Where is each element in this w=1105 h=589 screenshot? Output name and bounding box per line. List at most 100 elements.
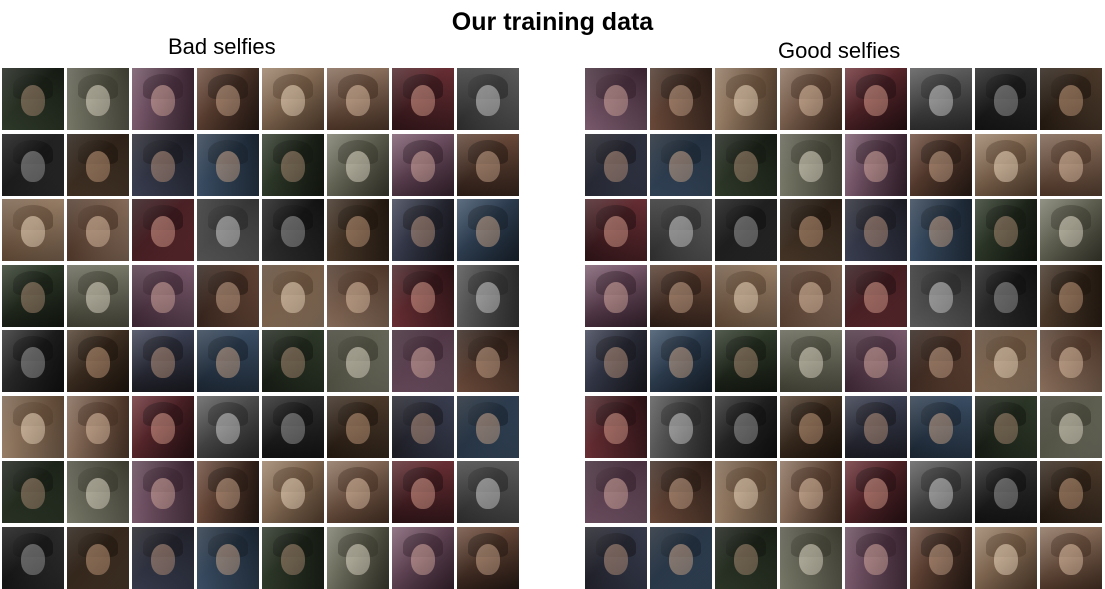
selfie-photo (975, 133, 1037, 196)
selfie-photo (650, 526, 712, 589)
selfie-photo (845, 199, 907, 261)
selfie-photo (910, 395, 972, 458)
selfie-photo (650, 395, 712, 458)
selfie-photo (1040, 264, 1102, 327)
selfie-photo (975, 264, 1037, 327)
selfie-photo (845, 395, 907, 458)
selfie-photo (132, 461, 194, 523)
selfie-photo (327, 199, 389, 261)
selfie-photo (327, 526, 389, 589)
selfie-photo (197, 199, 259, 261)
selfie-photo (457, 395, 519, 458)
selfie-photo (845, 133, 907, 196)
selfie-photo (67, 133, 129, 196)
selfie-photo (780, 395, 842, 458)
selfie-photo (457, 264, 519, 327)
selfie-photo (585, 526, 647, 589)
selfie-photo (1040, 330, 1102, 392)
selfie-photo (845, 461, 907, 523)
good-selfies-heading: Good selfies (778, 38, 901, 63)
selfie-photo (392, 526, 454, 589)
selfie-photo (262, 461, 324, 523)
selfie-photo (585, 330, 647, 392)
selfie-photo (262, 526, 324, 589)
selfie-photo (780, 133, 842, 196)
selfie-photo (197, 395, 259, 458)
selfie-photo (715, 199, 777, 261)
selfie-photo (585, 395, 647, 458)
selfie-photo (910, 133, 972, 196)
selfie-photo (262, 395, 324, 458)
selfie-photo (197, 526, 259, 589)
selfie-photo (392, 199, 454, 261)
selfie-photo (975, 68, 1037, 130)
selfie-photo (327, 395, 389, 458)
selfie-photo (715, 133, 777, 196)
selfie-photo (262, 330, 324, 392)
selfie-photo (1040, 199, 1102, 261)
selfie-photo (132, 133, 194, 196)
selfie-photo (2, 199, 64, 261)
selfie-photo (262, 264, 324, 327)
selfie-photo (67, 330, 129, 392)
selfie-photo (780, 461, 842, 523)
selfie-photo (327, 330, 389, 392)
selfie-photo (392, 330, 454, 392)
selfie-photo (845, 68, 907, 130)
selfie-photo (845, 264, 907, 327)
selfie-photo (457, 526, 519, 589)
selfie-photo (910, 68, 972, 130)
selfie-photo (715, 68, 777, 130)
selfie-photo (910, 461, 972, 523)
selfie-photo (457, 133, 519, 196)
selfie-photo (457, 461, 519, 523)
selfie-photo (650, 199, 712, 261)
selfie-photo (650, 68, 712, 130)
page-title: Our training data (451, 8, 654, 36)
selfie-photo (585, 199, 647, 261)
selfie-photo (2, 264, 64, 327)
selfie-photo (2, 133, 64, 196)
selfie-photo (197, 461, 259, 523)
selfie-photo (650, 133, 712, 196)
selfie-photo (585, 461, 647, 523)
selfie-photo (327, 133, 389, 196)
selfie-photo (975, 526, 1037, 589)
selfie-photo (780, 68, 842, 130)
selfie-photo (780, 199, 842, 261)
selfie-photo (2, 526, 64, 589)
selfie-photo (780, 526, 842, 589)
selfie-photo (392, 68, 454, 130)
selfie-photo (585, 68, 647, 130)
selfie-photo (67, 461, 129, 523)
selfie-photo (975, 199, 1037, 261)
selfie-photo (392, 395, 454, 458)
selfie-photo (975, 395, 1037, 458)
selfie-photo (132, 199, 194, 261)
selfie-photo (715, 330, 777, 392)
selfie-photo (715, 526, 777, 589)
selfie-photo (392, 264, 454, 327)
selfie-photo (780, 264, 842, 327)
selfie-photo (457, 68, 519, 130)
selfie-photo (845, 330, 907, 392)
selfie-photo (1040, 461, 1102, 523)
selfie-photo (2, 330, 64, 392)
selfie-photo (910, 199, 972, 261)
selfie-photo (392, 133, 454, 196)
selfie-photo (1040, 133, 1102, 196)
selfie-photo (67, 526, 129, 589)
selfie-photo (715, 395, 777, 458)
selfie-photo (132, 526, 194, 589)
selfie-photo (975, 461, 1037, 523)
selfie-photo (1040, 395, 1102, 458)
selfie-photo (715, 264, 777, 327)
selfie-photo (910, 264, 972, 327)
bad-selfies-grid (2, 68, 519, 589)
selfie-photo (67, 199, 129, 261)
bad-selfies-heading: Bad selfies (168, 34, 276, 59)
selfie-photo (2, 395, 64, 458)
selfie-photo (262, 133, 324, 196)
good-selfies-grid (585, 68, 1102, 589)
selfie-photo (1040, 68, 1102, 130)
